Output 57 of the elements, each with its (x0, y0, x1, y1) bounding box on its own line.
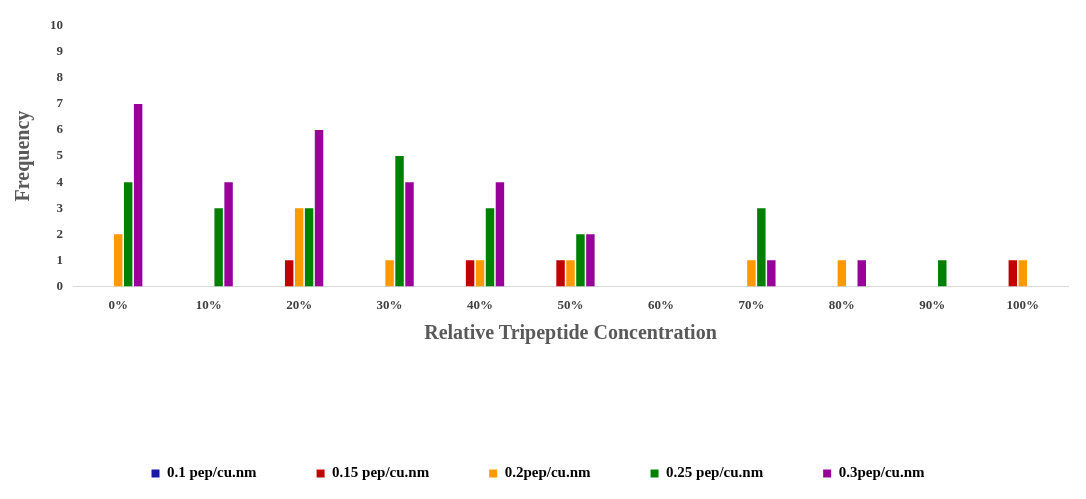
bar (465, 260, 475, 287)
bar (495, 182, 505, 287)
y-tick-label: 7 (56, 95, 64, 111)
x-tick-label: 0% (108, 296, 128, 312)
bar (586, 234, 595, 287)
bar (485, 208, 495, 287)
bar (857, 260, 866, 287)
legend-label: 0.1 pep/cu.nm (167, 464, 258, 481)
bar (747, 260, 756, 287)
bar (938, 260, 947, 287)
y-tick-label: 9 (56, 43, 64, 59)
bar (304, 208, 314, 287)
y-tick-label: 8 (56, 69, 64, 85)
legend-label: 0.25 pep/cu.nm (666, 464, 764, 481)
y-axis-title: Frequency (11, 110, 35, 202)
bar (114, 234, 123, 287)
bar (133, 103, 143, 287)
bar (566, 260, 575, 287)
x-axis-title: Relative Tripeptide Concentration (424, 321, 717, 345)
bar (767, 260, 776, 287)
x-tick-label: 100% (1006, 296, 1040, 312)
y-tick-label: 3 (56, 199, 64, 215)
bar (224, 182, 233, 287)
bar (556, 260, 565, 287)
x-tick-label: 10% (195, 296, 222, 312)
bar (576, 234, 585, 287)
y-tick-label: 6 (56, 121, 64, 137)
y-tick-label: 1 (56, 251, 63, 267)
y-tick-label: 4 (56, 173, 64, 189)
x-tick-label: 20% (286, 296, 313, 312)
x-tick-label: 80% (828, 296, 855, 312)
bar (837, 260, 847, 287)
y-tick-label: 10 (50, 17, 63, 33)
bar (214, 208, 223, 287)
bar (294, 208, 304, 287)
bar (475, 260, 485, 287)
bar (395, 156, 404, 287)
legend-label: 0.15 pep/cu.nm (332, 464, 430, 481)
x-tick-label: 70% (738, 296, 765, 312)
bar (405, 182, 414, 287)
bar (1008, 260, 1018, 287)
y-tick-label: 0 (56, 277, 63, 293)
bar (123, 182, 133, 287)
bar (1018, 260, 1027, 287)
y-tick-label: 2 (56, 225, 63, 241)
legend-label: 0.2pep/cu.nm (504, 464, 592, 481)
bar (757, 208, 766, 287)
x-tick-label: 50% (557, 296, 584, 312)
x-tick-label: 40% (467, 296, 494, 312)
y-tick-label: 5 (56, 147, 64, 163)
legend-label: 0.3pep/cu.nm (838, 464, 925, 481)
x-tick-label: 60% (647, 296, 674, 312)
x-tick-label: 90% (919, 296, 946, 312)
bar (385, 260, 394, 287)
bar (284, 260, 294, 287)
bar (314, 130, 324, 287)
x-tick-label: 30% (376, 296, 403, 312)
